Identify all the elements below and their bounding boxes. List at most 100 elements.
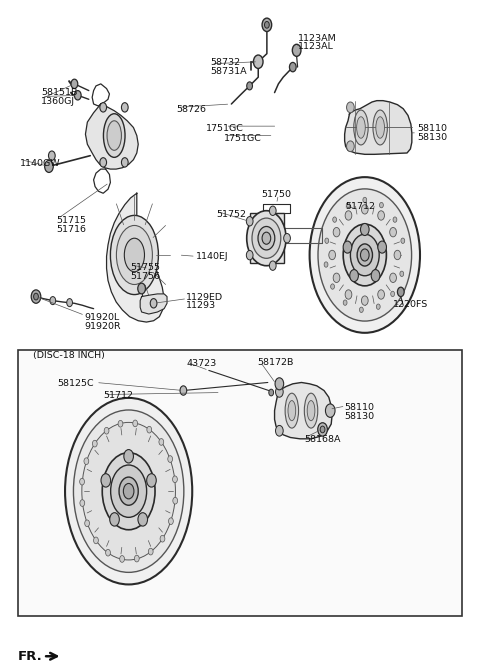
- Circle shape: [276, 425, 283, 436]
- Circle shape: [269, 261, 276, 270]
- Circle shape: [67, 299, 72, 307]
- Text: 1751GC: 1751GC: [206, 124, 244, 134]
- Circle shape: [159, 439, 164, 446]
- Circle shape: [173, 497, 178, 504]
- Circle shape: [329, 250, 336, 260]
- Ellipse shape: [343, 224, 386, 286]
- Circle shape: [378, 241, 386, 253]
- Text: 1360GJ: 1360GJ: [41, 97, 75, 106]
- Circle shape: [276, 386, 283, 397]
- Circle shape: [94, 537, 98, 544]
- Circle shape: [275, 378, 284, 390]
- Circle shape: [343, 241, 352, 253]
- Text: 58130: 58130: [418, 133, 448, 142]
- Ellipse shape: [110, 215, 158, 295]
- Circle shape: [264, 21, 269, 28]
- Ellipse shape: [123, 483, 134, 499]
- Text: 91920L: 91920L: [84, 313, 119, 322]
- Text: 1123AL: 1123AL: [298, 42, 334, 52]
- Circle shape: [320, 426, 325, 433]
- Ellipse shape: [73, 410, 184, 572]
- Circle shape: [253, 55, 263, 68]
- Ellipse shape: [262, 232, 271, 244]
- Circle shape: [31, 290, 41, 303]
- Circle shape: [394, 250, 401, 260]
- Circle shape: [147, 426, 152, 433]
- Circle shape: [246, 250, 253, 260]
- Bar: [18, 350, 462, 616]
- Text: 58110: 58110: [345, 403, 374, 413]
- Circle shape: [361, 296, 368, 305]
- Ellipse shape: [357, 244, 372, 266]
- Circle shape: [360, 223, 369, 236]
- Circle shape: [168, 518, 173, 525]
- Circle shape: [371, 270, 380, 282]
- Circle shape: [333, 227, 340, 237]
- Circle shape: [80, 500, 84, 507]
- Circle shape: [246, 217, 253, 226]
- Circle shape: [269, 206, 276, 215]
- Circle shape: [363, 197, 367, 203]
- Ellipse shape: [304, 393, 318, 428]
- Circle shape: [104, 427, 109, 434]
- Ellipse shape: [310, 177, 420, 333]
- Text: 58110: 58110: [418, 124, 447, 134]
- Text: 51716: 51716: [57, 225, 86, 234]
- Circle shape: [34, 293, 38, 300]
- Circle shape: [284, 234, 290, 243]
- Ellipse shape: [376, 117, 384, 138]
- Circle shape: [262, 18, 272, 32]
- Ellipse shape: [285, 393, 299, 428]
- Circle shape: [106, 550, 110, 556]
- Circle shape: [400, 271, 404, 276]
- Circle shape: [148, 548, 153, 555]
- Circle shape: [134, 555, 139, 562]
- Polygon shape: [275, 382, 332, 439]
- Text: 51712: 51712: [346, 202, 375, 211]
- Text: FR.: FR.: [18, 650, 43, 663]
- Text: 11293: 11293: [186, 301, 216, 311]
- Circle shape: [324, 262, 328, 267]
- Circle shape: [318, 423, 327, 436]
- Circle shape: [118, 421, 123, 427]
- Ellipse shape: [354, 110, 368, 145]
- Ellipse shape: [107, 121, 121, 150]
- Circle shape: [380, 203, 384, 208]
- Circle shape: [350, 270, 359, 282]
- Text: 1123AM: 1123AM: [298, 34, 336, 43]
- Text: 1751GC: 1751GC: [224, 134, 262, 144]
- Circle shape: [346, 203, 350, 208]
- Ellipse shape: [373, 110, 387, 145]
- Circle shape: [360, 307, 363, 313]
- Circle shape: [180, 386, 187, 395]
- Text: 51750: 51750: [262, 190, 292, 199]
- Ellipse shape: [65, 398, 192, 584]
- Circle shape: [121, 158, 128, 167]
- Text: (DISC-18 INCH): (DISC-18 INCH): [33, 351, 105, 360]
- Circle shape: [401, 238, 405, 244]
- Circle shape: [84, 520, 89, 527]
- Circle shape: [173, 476, 178, 482]
- Circle shape: [247, 82, 252, 90]
- Circle shape: [168, 456, 173, 462]
- Ellipse shape: [318, 189, 412, 321]
- Text: 51712: 51712: [103, 391, 133, 401]
- Ellipse shape: [307, 401, 315, 421]
- Circle shape: [397, 287, 404, 297]
- Text: 58731A: 58731A: [210, 66, 247, 76]
- Circle shape: [347, 102, 354, 113]
- Circle shape: [331, 284, 335, 289]
- Text: 1140GW: 1140GW: [20, 158, 61, 168]
- Circle shape: [74, 91, 81, 100]
- Ellipse shape: [357, 117, 365, 138]
- Circle shape: [391, 291, 395, 297]
- Circle shape: [150, 299, 157, 308]
- Circle shape: [393, 217, 397, 222]
- Circle shape: [45, 160, 53, 172]
- Circle shape: [345, 211, 352, 220]
- Circle shape: [378, 211, 384, 220]
- Ellipse shape: [350, 234, 379, 276]
- Circle shape: [390, 273, 396, 282]
- Circle shape: [100, 158, 107, 167]
- Circle shape: [121, 103, 128, 112]
